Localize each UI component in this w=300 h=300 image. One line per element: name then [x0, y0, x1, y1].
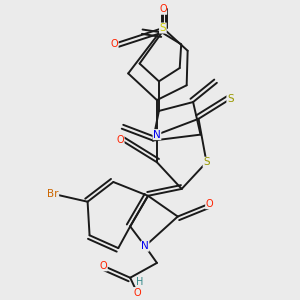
Text: H: H	[136, 277, 144, 287]
Text: Br: Br	[47, 189, 59, 199]
Text: N: N	[141, 241, 149, 251]
Text: O: O	[116, 135, 124, 145]
Text: S: S	[160, 23, 166, 33]
Text: O: O	[133, 287, 141, 298]
Text: N: N	[153, 130, 161, 140]
Text: S: S	[203, 157, 210, 167]
Text: O: O	[206, 199, 213, 209]
Text: O: O	[100, 261, 107, 271]
Text: O: O	[159, 4, 167, 14]
Text: O: O	[110, 39, 118, 49]
Text: S: S	[227, 94, 234, 104]
